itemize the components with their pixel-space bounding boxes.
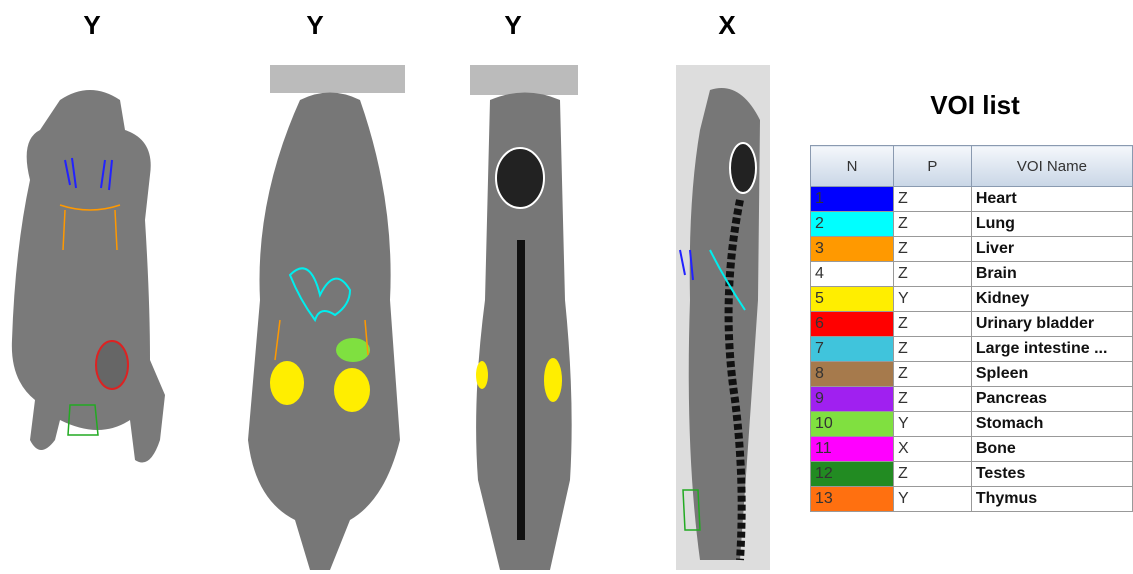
voi-number: 12 [811,462,894,487]
voi-name: Kidney [971,287,1132,312]
voi-number: 1 [811,187,894,212]
voi-title: VOI list [895,90,1055,121]
voi-number: 11 [811,437,894,462]
voi-projection: Z [894,262,972,287]
voi-name: Large intestine ... [971,337,1132,362]
voi-projection: Z [894,362,972,387]
voi-name: Thymus [971,487,1132,512]
voi-name: Testes [971,462,1132,487]
voi-number: 7 [811,337,894,362]
voi-number: 2 [811,212,894,237]
voi-projection: Z [894,312,972,337]
ct-slice [470,65,578,570]
voi-name: Brain [971,262,1132,287]
voi-number: 6 [811,312,894,337]
column-header[interactable]: VOI Name [971,146,1132,187]
voi-projection: Y [894,287,972,312]
voi-projection: Y [894,412,972,437]
voi-projection: Z [894,337,972,362]
figure: Y Y Y X [0,0,1133,574]
voi-number: 13 [811,487,894,512]
voi-name: Bone [971,437,1132,462]
column-header[interactable]: P [894,146,972,187]
voi-number: 5 [811,287,894,312]
voi-number: 10 [811,412,894,437]
voi-projection: Y [894,487,972,512]
voi-name: Lung [971,212,1132,237]
voi-projection: X [894,437,972,462]
ct-images [0,0,800,574]
ct-slice [676,65,770,570]
voi-name: Stomach [971,412,1132,437]
voi-name: Liver [971,237,1132,262]
voi-projection: Z [894,462,972,487]
voi-number: 9 [811,387,894,412]
voi-projection: Z [894,187,972,212]
voi-number: 8 [811,362,894,387]
voi-name: Heart [971,187,1132,212]
ct-slice [248,65,405,570]
voi-projection: Z [894,387,972,412]
ct-slice [12,90,165,463]
voi-number: 3 [811,237,894,262]
voi-name: Pancreas [971,387,1132,412]
column-header[interactable]: N [811,146,894,187]
voi-number: 4 [811,262,894,287]
voi-name: Spleen [971,362,1132,387]
voi-projection: Z [894,237,972,262]
voi-name: Urinary bladder [971,312,1132,337]
voi-projection: Z [894,212,972,237]
